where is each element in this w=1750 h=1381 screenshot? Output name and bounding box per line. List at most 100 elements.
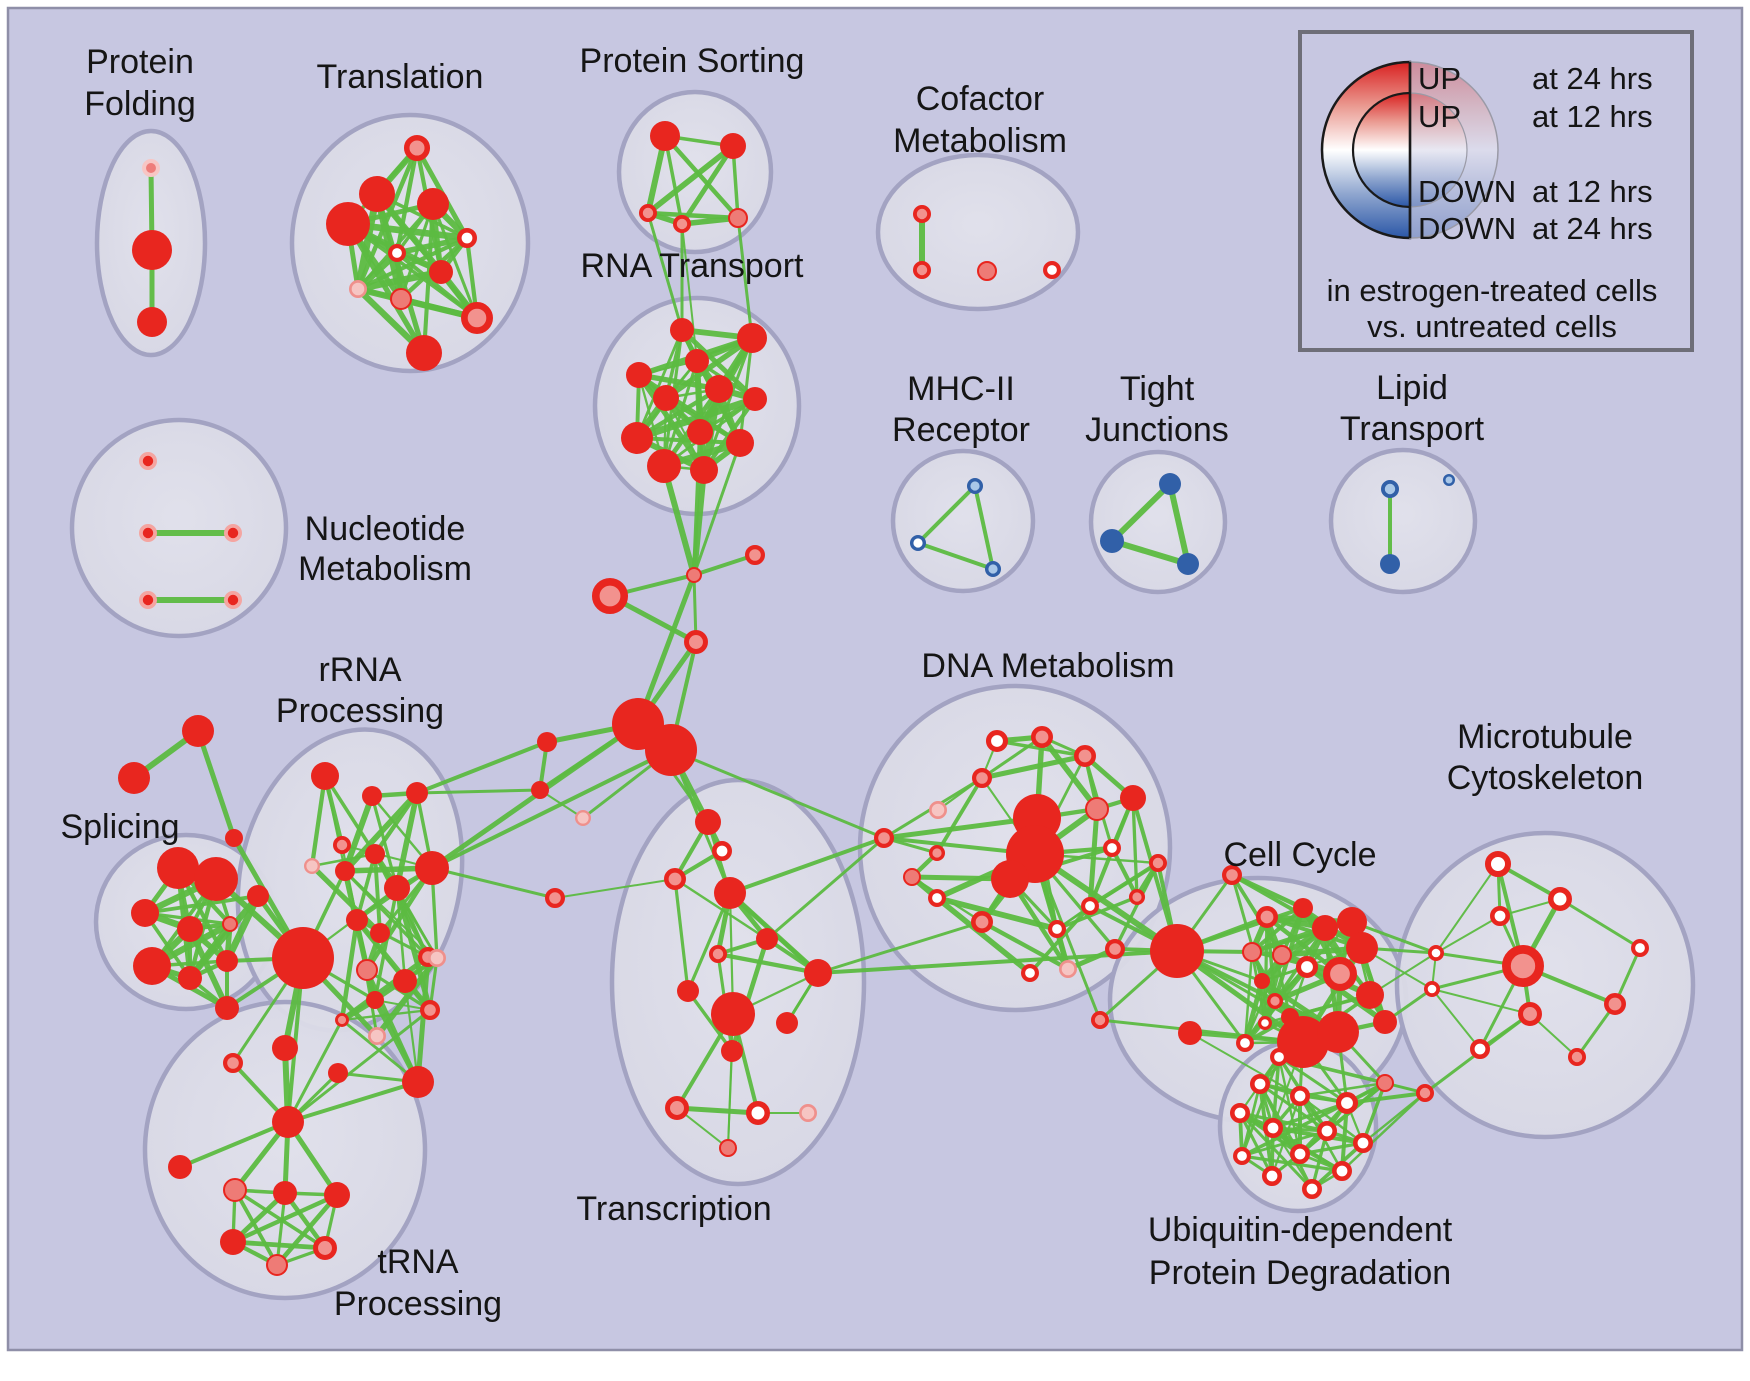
network-edge xyxy=(816,920,984,975)
node-whitecore xyxy=(1262,1166,1283,1187)
cluster-ellipse-mhc-ii-receptor xyxy=(890,448,1036,594)
node-solid xyxy=(346,909,368,931)
node-bluelight xyxy=(1380,479,1400,499)
node-solid xyxy=(177,916,203,942)
legend-direction-label: DOWN xyxy=(1418,211,1516,246)
cluster-label-dna-metabolism: DNA Metabolism xyxy=(921,647,1174,685)
node-solid xyxy=(756,928,778,950)
node-whitecore xyxy=(1302,1179,1323,1200)
node-solid xyxy=(645,724,697,776)
node-solid xyxy=(384,875,410,901)
node-pink xyxy=(1376,1074,1394,1092)
cluster-labels: Protein Folding Translation Protein Sorting… xyxy=(60,42,1643,1323)
node-whitecore xyxy=(1427,944,1445,962)
node-pale xyxy=(349,280,368,299)
node-solid xyxy=(225,829,243,847)
node-whitecore xyxy=(1317,1121,1338,1142)
node-whitecore xyxy=(1258,1016,1272,1030)
cluster-label-nucleotide-metabolism: Nucleotide xyxy=(305,510,466,548)
node-solid xyxy=(626,362,652,388)
network-edge xyxy=(286,1008,432,1124)
node-whitecore xyxy=(1423,980,1441,998)
node-solid xyxy=(743,387,767,411)
node-pinkcore xyxy=(335,1013,349,1027)
network-edge xyxy=(554,878,676,899)
cluster-label-microtubule-cytoskeleton: Microtubule xyxy=(1457,718,1633,756)
node-pale xyxy=(928,800,947,819)
node-solid xyxy=(621,422,653,454)
network-edge xyxy=(1435,915,1501,954)
node-solid xyxy=(695,809,721,835)
node-pinkcore xyxy=(672,214,692,234)
node-whitecore xyxy=(1263,1118,1284,1139)
network-edge xyxy=(339,917,360,1023)
network-edge xyxy=(1298,1081,1387,1156)
node-pinkcore xyxy=(971,911,993,933)
node-pinkcore xyxy=(544,887,565,908)
node-solid xyxy=(1373,1010,1397,1034)
node-pinkcore xyxy=(664,868,686,890)
network-edge xyxy=(881,815,1040,841)
cluster-label-lipid-transport: Lipid xyxy=(1376,369,1448,407)
network-edge xyxy=(355,852,377,922)
network-edge xyxy=(1167,481,1191,567)
cluster-label-protein-folding: Protein xyxy=(86,43,194,81)
network-edge xyxy=(692,553,757,577)
network-edge xyxy=(223,892,262,965)
node-solid xyxy=(272,927,334,989)
node-solid xyxy=(406,335,442,371)
node-pink xyxy=(728,208,748,228)
node-pale xyxy=(798,1103,817,1122)
network-edge xyxy=(372,790,420,857)
node-solid xyxy=(402,1066,434,1098)
network-edge xyxy=(394,235,470,256)
cluster-label-mhc-ii-receptor: MHC-II xyxy=(907,370,1015,408)
node-solid xyxy=(721,1040,743,1062)
node-pinkcore xyxy=(1518,1002,1542,1026)
cluster-label-lipid-transport: Transport xyxy=(1340,410,1485,448)
network-edge xyxy=(916,541,995,571)
network-edge xyxy=(728,836,886,895)
network-edge xyxy=(661,463,697,578)
network-edge xyxy=(1249,905,1306,955)
node-whitecore xyxy=(1295,955,1319,979)
network-edge xyxy=(274,1192,340,1268)
legend: UP at 24 hrs UP at 12 hrs DOWN at 12 hrs DOWN a… xyxy=(1298,30,1694,352)
node-solid xyxy=(429,260,453,284)
node-solid xyxy=(1356,981,1384,1009)
network-nodes xyxy=(118,121,1649,1276)
cluster-label-trna-processing: Processing xyxy=(334,1285,502,1323)
node-pinkcore xyxy=(1502,945,1544,987)
network-edge xyxy=(645,143,736,216)
node-solid xyxy=(653,385,679,411)
network-edge xyxy=(1240,1129,1329,1158)
network-edge xyxy=(1558,897,1642,950)
cluster-label-ubiquitin-degradation: Ubiquitin-dependent xyxy=(1148,1211,1453,1249)
network-edge xyxy=(1055,895,1139,931)
network-edge xyxy=(395,886,439,960)
cluster-label-tight-junctions: Junctions xyxy=(1085,411,1229,449)
legend-box xyxy=(1298,30,1694,352)
cluster-ellipse-lipid-transport xyxy=(1328,447,1478,595)
node-pinkcore xyxy=(873,827,894,848)
node-whitecore xyxy=(388,244,406,262)
network-edge xyxy=(1340,1091,1427,1173)
node-whitecore xyxy=(1290,1086,1311,1107)
node-solid xyxy=(137,307,167,337)
node-solid xyxy=(168,1155,192,1179)
node-pink xyxy=(356,959,378,981)
network-edge xyxy=(286,1018,344,1124)
network-edge xyxy=(230,1192,340,1245)
node-pale xyxy=(304,858,321,875)
node-whitecore xyxy=(1353,1133,1374,1154)
network-edge xyxy=(1039,734,1100,812)
network-edge xyxy=(431,202,479,320)
node-solid xyxy=(1317,1011,1359,1053)
legend-direction-label: UP xyxy=(1418,99,1461,134)
node-pinkcore xyxy=(403,134,431,162)
node-solid xyxy=(776,1012,798,1034)
network-edge xyxy=(355,145,420,292)
network-edge xyxy=(916,484,977,545)
